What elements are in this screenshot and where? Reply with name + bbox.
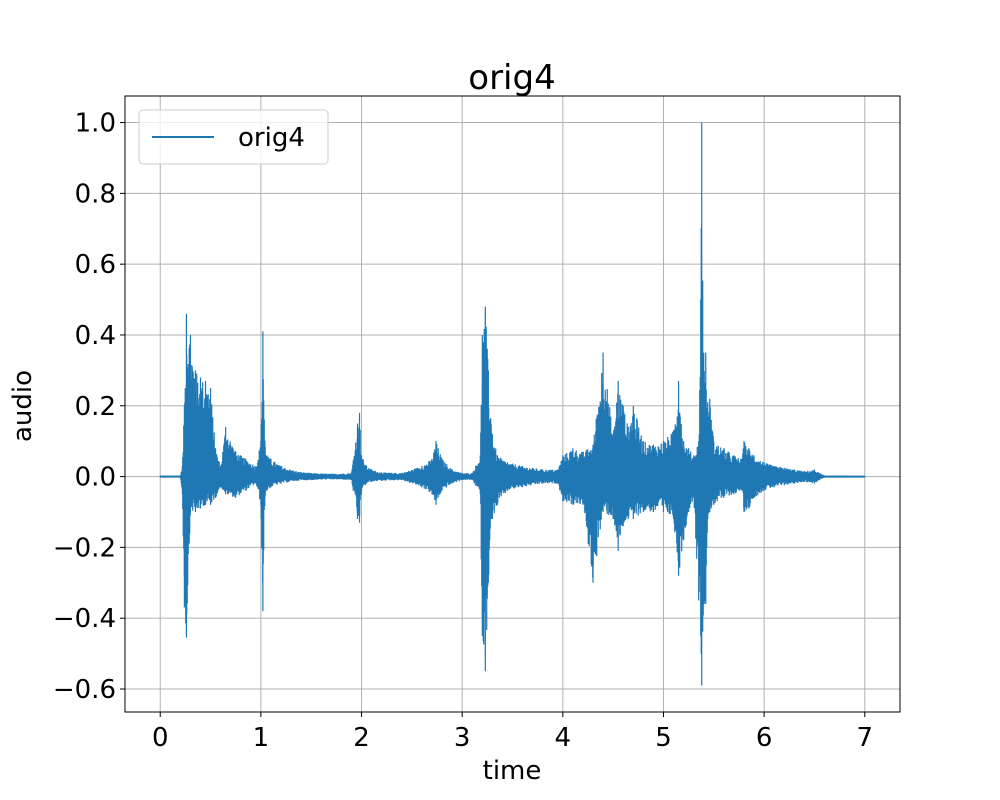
y-tick-label: −0.4 (53, 604, 116, 634)
legend: orig4 (138, 109, 329, 165)
y-tick-label: 1.0 (75, 109, 116, 139)
chart-title: orig4 (468, 58, 555, 98)
x-tick-label: 5 (655, 723, 672, 753)
x-tick-label: 1 (253, 723, 270, 753)
legend-label: orig4 (238, 123, 305, 153)
y-tick-label: 0.4 (75, 321, 116, 351)
axis-ticks: 0 1 2 3 4 5 6 7 −0.6 −0.4 −0.2 0.0 0.2 0.4 0.6 0.8 1.0 (53, 109, 873, 753)
y-tick-label: 0.0 (75, 463, 116, 493)
x-tick-label: 2 (353, 723, 370, 753)
series-orig4 (159, 122, 866, 686)
x-tick-label: 3 (454, 723, 471, 753)
x-axis-label: time (483, 756, 542, 786)
grid (125, 96, 900, 712)
x-tick-label: 6 (756, 723, 773, 753)
x-tick-label: 0 (152, 723, 169, 753)
y-tick-label: 0.8 (75, 179, 116, 209)
y-tick-label: 0.2 (75, 392, 116, 422)
x-tick-label: 4 (555, 723, 572, 753)
plot-frame (124, 95, 901, 713)
y-tick-label: −0.2 (53, 533, 116, 563)
y-tick-label: −0.6 (53, 675, 116, 705)
x-tick-label: 7 (856, 723, 873, 753)
y-tick-label: 0.6 (75, 250, 116, 280)
legend-box (138, 109, 329, 165)
y-axis-label: audio (8, 370, 38, 442)
